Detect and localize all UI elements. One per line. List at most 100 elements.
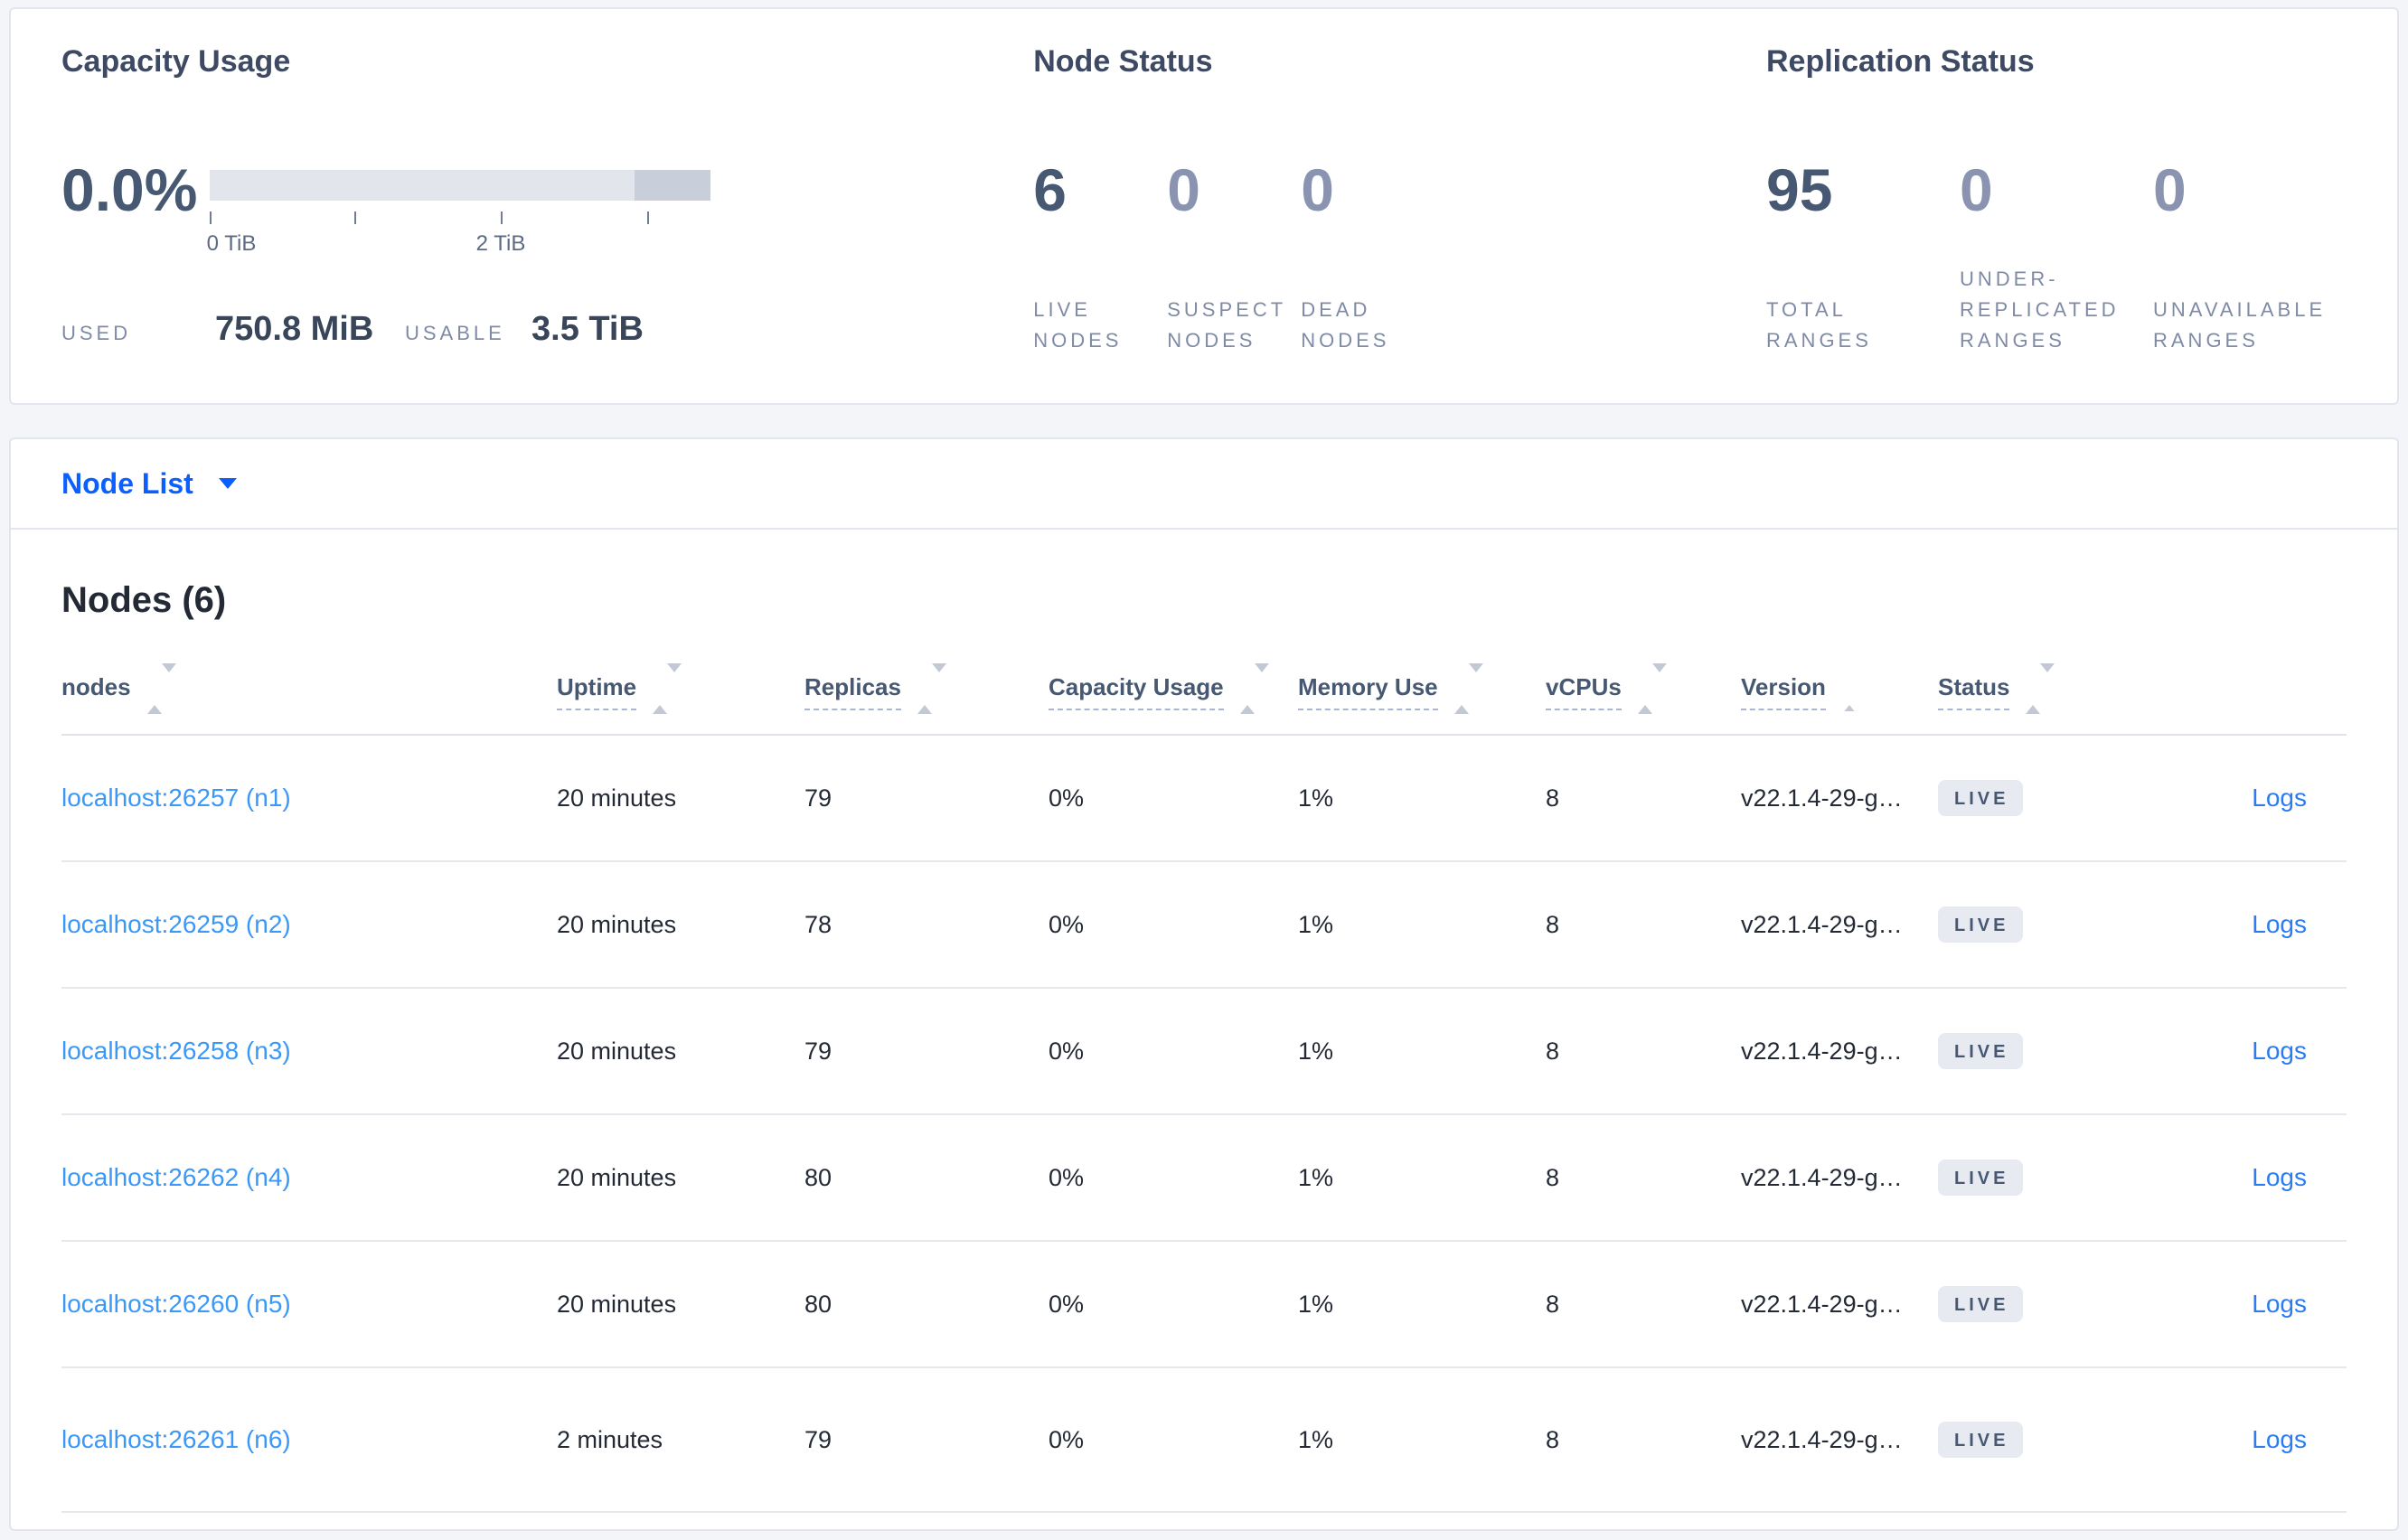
table-row: localhost:26258 (n3) 20 minutes 79 0% 1% 8 v22… xyxy=(61,989,2347,1115)
view-selector-bar: Node List xyxy=(11,439,2397,530)
summary-metric: 0 UNAVAILABLE RANGES xyxy=(2153,157,2339,356)
memory-use-cell: 1% xyxy=(1298,784,1334,812)
logs-link[interactable]: Logs xyxy=(2252,1290,2307,1318)
replicas-cell: 78 xyxy=(804,910,832,938)
table-row: localhost:26262 (n4) 20 minutes 80 0% 1% 8 v22… xyxy=(61,1115,2347,1242)
column-header-nodes[interactable]: nodes xyxy=(61,662,557,714)
logs-link[interactable]: Logs xyxy=(2252,1425,2307,1453)
replication-status-section: Replication Status 95 TOTAL RANGES 0 UNDER-… xyxy=(1766,42,2347,352)
node-link[interactable]: localhost:26259 (n2) xyxy=(61,910,291,938)
status-cell: LIVE xyxy=(1938,1286,2133,1322)
logs-link[interactable]: Logs xyxy=(2252,784,2307,812)
capacity-usage-title: Capacity Usage xyxy=(61,44,291,79)
logs-cell: Logs xyxy=(2133,1290,2347,1319)
sort-icon xyxy=(917,662,946,714)
sort-icon xyxy=(653,662,682,714)
sort-down-triangle xyxy=(667,662,682,705)
column-header-label: Memory Use xyxy=(1298,673,1438,710)
node-link[interactable]: localhost:26257 (n1) xyxy=(61,784,291,812)
replicas-cell: 79 xyxy=(804,784,832,812)
sort-up-triangle xyxy=(1453,671,1469,714)
uptime-cell: 20 minutes xyxy=(557,1290,677,1318)
table-body: localhost:26257 (n1) 20 minutes 79 0% 1% 8 v22… xyxy=(61,736,2347,1513)
replicas-cell: 80 xyxy=(804,1163,832,1191)
column-header-vcpus[interactable]: vCPUs xyxy=(1546,662,1741,714)
node-list-panel: Node List Nodes (6) nodes Uptime Replicas C… xyxy=(9,437,2399,1531)
status-cell: LIVE xyxy=(1938,780,2133,816)
column-header-capacity-usage[interactable]: Capacity Usage xyxy=(1049,662,1298,714)
capacity-usage-cell: 0% xyxy=(1049,910,1085,938)
nodes-count-title: Nodes (6) xyxy=(61,580,227,620)
node-link[interactable]: localhost:26260 (n5) xyxy=(61,1290,291,1318)
sort-down-triangle xyxy=(1651,662,1667,705)
axis-tick xyxy=(647,211,649,224)
uptime-cell: 2 minutes xyxy=(557,1425,663,1453)
capacity-usage-cell: 0% xyxy=(1049,1290,1085,1318)
axis-tick xyxy=(210,211,212,224)
node-cell: localhost:26259 (n2) xyxy=(61,910,557,939)
column-header-replicas[interactable]: Replicas xyxy=(804,662,1049,714)
vcpus-cell: 8 xyxy=(1546,1425,1560,1453)
node-link[interactable]: localhost:26262 (n4) xyxy=(61,1163,291,1191)
sort-icon xyxy=(146,662,176,714)
column-header-label: Status xyxy=(1938,673,2010,710)
column-header-label: nodes xyxy=(61,672,131,700)
summary-metric: 95 TOTAL RANGES xyxy=(1766,157,1952,356)
metric-label: DEAD NODES xyxy=(1301,298,1390,352)
replicas-cell: 80 xyxy=(804,1290,832,1318)
sort-down-triangle xyxy=(1254,662,1269,705)
node-list-dropdown[interactable]: Node List xyxy=(61,467,237,501)
node-cell: localhost:26260 (n5) xyxy=(61,1290,557,1319)
metric-value: 0 xyxy=(1167,156,1200,223)
column-header-label: Replicas xyxy=(804,673,901,710)
metric-value: 0 xyxy=(1301,156,1334,223)
metric-label: UNDER-REPLICATED RANGES xyxy=(1960,268,2120,352)
axis-label-0tib: 0 TiB xyxy=(206,231,257,256)
sort-down-triangle xyxy=(161,662,176,705)
vcpus-cell: 8 xyxy=(1546,1163,1560,1191)
node-link[interactable]: localhost:26258 (n3) xyxy=(61,1037,291,1065)
logs-cell: Logs xyxy=(2133,910,2347,939)
sort-down-triangle xyxy=(1856,671,1871,705)
version-cell: v22.1.4-29-g… xyxy=(1741,784,1903,812)
column-header-uptime[interactable]: Uptime xyxy=(557,662,804,714)
axis-tick xyxy=(354,211,356,224)
sort-up-triangle xyxy=(1637,671,1652,714)
capacity-usage-cell: 0% xyxy=(1049,1425,1085,1453)
version-cell: v22.1.4-29-g… xyxy=(1741,1163,1903,1191)
sort-icon xyxy=(2026,662,2055,714)
status-badge: LIVE xyxy=(1938,1286,2024,1322)
node-cell: localhost:26258 (n3) xyxy=(61,1037,557,1066)
node-link[interactable]: localhost:26261 (n6) xyxy=(61,1425,291,1453)
cluster-summary-card: Capacity Usage 0.0% 0 TiB xyxy=(9,7,2399,405)
status-cell: LIVE xyxy=(1938,1160,2133,1196)
column-header-version[interactable]: Version xyxy=(1741,671,1938,711)
node-cell: localhost:26261 (n6) xyxy=(61,1425,557,1454)
sort-icon xyxy=(1637,662,1667,714)
logs-cell: Logs xyxy=(2133,1037,2347,1066)
uptime-cell: 20 minutes xyxy=(557,910,677,938)
node-cell: localhost:26262 (n4) xyxy=(61,1163,557,1192)
column-header-memory-use[interactable]: Memory Use xyxy=(1298,662,1546,714)
logs-link[interactable]: Logs xyxy=(2252,910,2307,938)
capacity-bar-track xyxy=(210,170,710,201)
uptime-cell: 20 minutes xyxy=(557,1163,677,1191)
logs-cell: Logs xyxy=(2133,1425,2347,1454)
replicas-cell: 79 xyxy=(804,1037,832,1065)
table-row: localhost:26261 (n6) 2 minutes 79 0% 1% 8 v22.… xyxy=(61,1368,2347,1513)
metric-label: TOTAL RANGES xyxy=(1766,298,1872,352)
table-header-row: nodes Uptime Replicas Capacity Usage Memory … xyxy=(61,649,2347,736)
metric-value: 95 xyxy=(1766,156,1833,223)
logs-link[interactable]: Logs xyxy=(2252,1163,2307,1191)
status-cell: LIVE xyxy=(1938,906,2133,943)
memory-use-cell: 1% xyxy=(1298,1163,1334,1191)
version-cell: v22.1.4-29-g… xyxy=(1741,1037,1903,1065)
capacity-usage-cell: 0% xyxy=(1049,784,1085,812)
metric-value: 0 xyxy=(1960,156,1993,223)
status-badge: LIVE xyxy=(1938,1160,2024,1196)
axis-tick xyxy=(501,211,503,224)
logs-link[interactable]: Logs xyxy=(2252,1037,2307,1065)
column-header-status[interactable]: Status xyxy=(1938,662,2133,714)
summary-metric: 0 UNDER-REPLICATED RANGES xyxy=(1960,157,2146,356)
